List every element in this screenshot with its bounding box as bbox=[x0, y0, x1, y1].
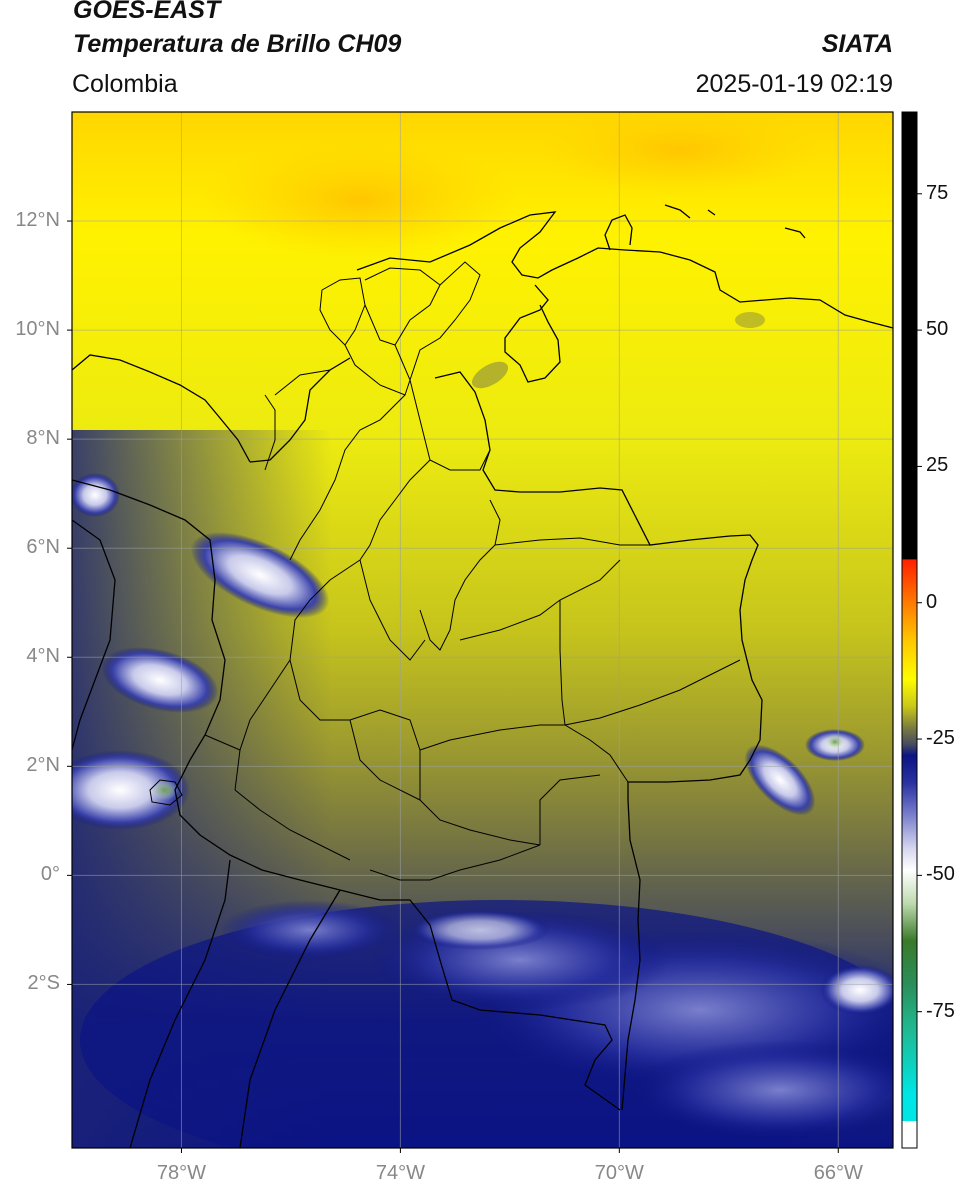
colorbar-tick-label: 50 bbox=[926, 318, 949, 341]
lon-tick-label: 66°W bbox=[813, 1162, 863, 1184]
lat-tick-label: 2°S bbox=[27, 972, 60, 995]
lat-tick-label: 10°N bbox=[15, 318, 60, 341]
region-label: Colombia bbox=[72, 70, 178, 98]
lon-tick-label: 74°W bbox=[375, 1162, 425, 1184]
colorbar-tick-label: -75 bbox=[926, 999, 955, 1022]
colorbar-gradient bbox=[902, 112, 917, 1148]
lat-tick-label: 8°N bbox=[26, 427, 60, 450]
colorbar-tick-label: 75 bbox=[926, 181, 949, 204]
product-title: Temperatura de Brillo CH09 bbox=[73, 30, 402, 58]
lon-tick-label: 70°W bbox=[594, 1162, 644, 1184]
lat-tick-label: 12°N bbox=[15, 209, 60, 232]
colorbar-tick-label: -25 bbox=[926, 727, 955, 750]
colorbar-tick-label: 0 bbox=[926, 590, 938, 613]
colorbar bbox=[902, 112, 917, 1148]
satellite-image bbox=[72, 112, 893, 1148]
lat-tick-label: 6°N bbox=[26, 536, 60, 559]
colorbar-tick-label: 25 bbox=[926, 454, 949, 477]
lat-tick-label: 2°N bbox=[26, 754, 60, 777]
colorbar-tick-label: -50 bbox=[926, 863, 955, 886]
timestamp-label: 2025-01-19 02:19 bbox=[695, 70, 893, 98]
lon-tick-label: 78°W bbox=[156, 1162, 207, 1184]
satellite-title: GOES-EAST bbox=[73, 0, 221, 24]
lat-tick-label: 0° bbox=[40, 863, 60, 886]
lat-tick-label: 4°N bbox=[26, 645, 60, 668]
colorbar-frame bbox=[901, 111, 918, 1149]
brand-label: SIATA bbox=[821, 30, 893, 58]
map-frame bbox=[71, 111, 894, 1149]
country-borders bbox=[72, 204, 893, 1148]
department-borders bbox=[204, 261, 741, 881]
